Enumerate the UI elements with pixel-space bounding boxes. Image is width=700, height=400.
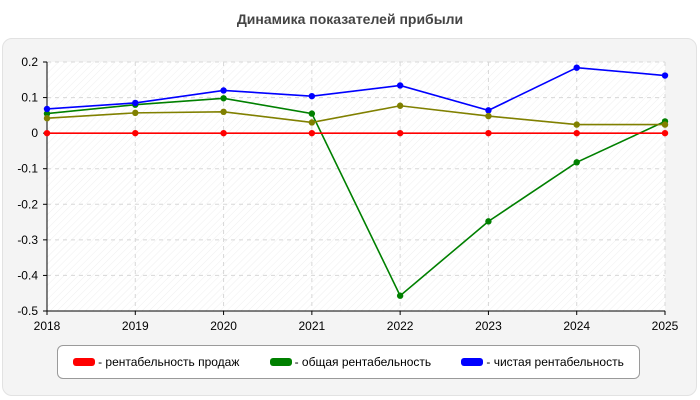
series-line-2 [46, 66, 666, 112]
legend-item-net: - чистая рентабельность [461, 355, 624, 369]
plot-hatch [47, 62, 665, 311]
x-tick-label-2: 2020 [210, 319, 237, 333]
series-1-point-0 [43, 110, 51, 117]
series-1-point-4 [396, 292, 404, 299]
series-2-point-3 [308, 92, 316, 100]
series-3-point-7 [661, 121, 669, 128]
legend: - рентабельность продаж - общая рентабел… [57, 345, 640, 379]
chart-title: Динамика показателей прибыли [236, 11, 464, 27]
series-2-point-0 [43, 105, 51, 113]
series-1-point-2 [220, 95, 227, 102]
x-tick-label-0: 2018 [34, 319, 61, 333]
series-3-point-6 [573, 121, 580, 128]
x-tick-label-1: 2019 [122, 319, 149, 333]
legend-item-total: - общая рентабельность [269, 355, 432, 369]
y-tick-label-4: -0.2 [17, 197, 38, 211]
y-tick-label-1: 0.1 [21, 91, 38, 105]
x-tick-label-4: 2022 [387, 319, 414, 333]
series-2-point-2 [220, 87, 227, 94]
series-2-point-7 [661, 72, 669, 79]
series-2-point-5 [485, 107, 492, 114]
series-0-point-1 [132, 129, 139, 137]
series-line-1 [46, 97, 666, 297]
legend-swatch-total [269, 358, 292, 366]
x-tick-label-3: 2021 [299, 319, 326, 333]
series-1-point-6 [573, 159, 580, 166]
legend-swatch-net [461, 358, 484, 366]
series-0-point-4 [396, 129, 404, 137]
series-0-point-6 [573, 129, 580, 137]
x-tick-label-5: 2023 [475, 319, 502, 333]
series-0-point-0 [43, 129, 51, 137]
series-3-point-1 [132, 109, 139, 117]
series-3-point-0 [43, 115, 51, 122]
series-3-point-4 [396, 102, 404, 109]
series-0-point-3 [308, 129, 316, 137]
series-2-point-6 [573, 64, 580, 71]
series-1-point-3 [308, 110, 316, 117]
legend-label-net: - чистая рентабельность [486, 355, 624, 369]
series-2-point-4 [396, 82, 404, 89]
y-tick-label-3: -0.1 [17, 162, 38, 176]
x-tick-label-7: 2025 [652, 319, 679, 333]
x-tick-label-6: 2024 [563, 319, 590, 333]
series-0-point-7 [661, 129, 669, 137]
series-line-3 [46, 104, 665, 126]
y-tick-label-2: 0 [31, 126, 38, 140]
legend-label-sales: - рентабельность продаж [98, 355, 240, 369]
series-3-point-5 [485, 112, 492, 120]
series-1-point-5 [485, 218, 492, 225]
y-tick-label-5: -0.3 [17, 233, 38, 247]
y-tick-label-0: 0.2 [21, 55, 38, 69]
series-0-point-5 [485, 129, 492, 137]
legend-label-total: - общая рентабельность [294, 355, 432, 369]
series-3-point-2 [220, 108, 227, 116]
series-2-point-1 [132, 99, 139, 107]
series-0-point-2 [220, 129, 227, 137]
legend-item-sales: - рентабельность продаж [73, 355, 239, 369]
y-tick-label-7: -0.5 [17, 304, 38, 318]
y-tick-label-6: -0.4 [17, 268, 38, 282]
legend-swatch-sales [73, 358, 96, 366]
series-3-point-3 [308, 119, 316, 126]
